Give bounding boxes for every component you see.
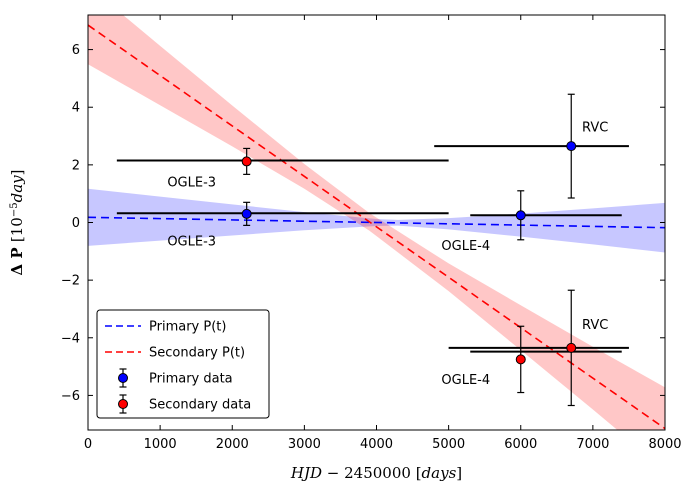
x-tick-label: 2000 xyxy=(216,437,249,452)
annotation-label: RVC xyxy=(582,318,608,333)
x-axis-label: HJD − 2450000 [days] xyxy=(290,464,462,482)
y-tick-label: −4 xyxy=(61,331,80,346)
data-point-primary xyxy=(241,208,252,219)
fit-line-primary xyxy=(88,216,665,229)
data-point-secondary xyxy=(515,354,526,365)
annotation-label: OGLE-4 xyxy=(441,373,490,388)
annotation-label: OGLE-3 xyxy=(167,235,216,250)
annotation-label: OGLE-3 xyxy=(167,175,216,190)
x-tick-label: 3000 xyxy=(288,437,321,452)
y-tick-label: 2 xyxy=(72,158,80,173)
legend-item-label: Primary data xyxy=(149,372,233,387)
x-tick-label: 7000 xyxy=(576,437,609,452)
legend-box xyxy=(96,309,270,419)
data-point-primary xyxy=(566,141,577,152)
legend-point-sample xyxy=(118,399,128,409)
annotation-label: RVC xyxy=(582,121,608,136)
y-tick-label: −6 xyxy=(61,389,80,404)
data-point-primary xyxy=(515,210,526,221)
x-tick-label: 5000 xyxy=(432,437,465,452)
data-point-secondary xyxy=(241,156,252,167)
x-tick-label: 0 xyxy=(84,437,92,452)
x-tick-label: 8000 xyxy=(648,437,681,452)
y-tick-label: 0 xyxy=(72,216,80,231)
fit-line-secondary xyxy=(88,24,665,430)
data-point-secondary xyxy=(566,342,577,353)
annotation-label: OGLE-4 xyxy=(441,239,490,254)
legend-item-label: Secondary P(t) xyxy=(149,346,245,361)
y-axis-label: Δ P [10−5day] xyxy=(8,170,26,276)
x-tick-label: 1000 xyxy=(144,437,177,452)
x-tick-label: 4000 xyxy=(360,437,393,452)
legend-item-label: Primary P(t) xyxy=(149,320,226,335)
legend-item-label: Secondary data xyxy=(149,398,251,413)
y-tick-label: −2 xyxy=(61,274,80,289)
x-tick-label: 6000 xyxy=(504,437,537,452)
legend-point-sample xyxy=(118,373,128,383)
y-tick-label: 4 xyxy=(72,101,80,116)
y-tick-label: 6 xyxy=(72,43,80,58)
